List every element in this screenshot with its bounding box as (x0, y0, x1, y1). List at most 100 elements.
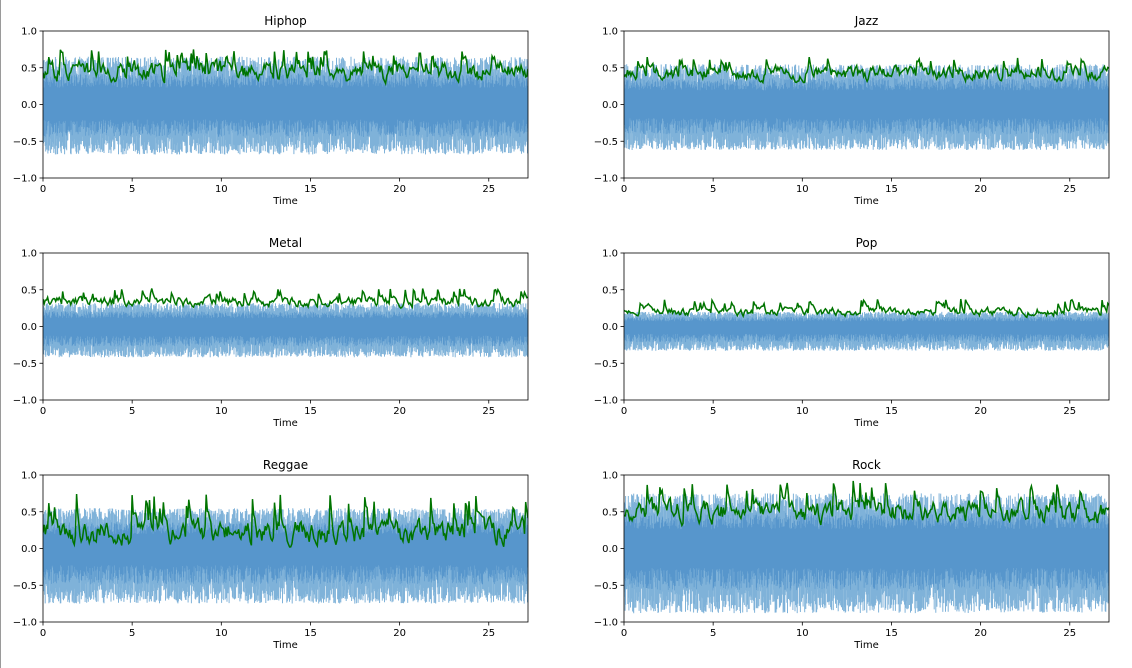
x-tick-label: 10 (796, 628, 809, 639)
y-tick-label: 1.0 (602, 471, 618, 482)
x-tick-label: 5 (710, 406, 716, 417)
envelope-series (43, 493, 528, 549)
x-tick-label: 25 (1063, 184, 1076, 195)
x-tick-label: 20 (974, 628, 987, 639)
figure-left-edge (0, 0, 1, 668)
y-tick-label: 0.5 (21, 507, 37, 518)
x-tick-label: 20 (393, 406, 406, 417)
waveform-core (43, 522, 528, 585)
subplot-jazz: Jazz 0 5 10 15 20 25 −1.0 −0.5 0.0 0.5 1.0 Time (594, 14, 1110, 207)
x-tick-label: 20 (974, 406, 987, 417)
x-axis-label: Time (853, 196, 878, 207)
waveform-core (43, 311, 528, 347)
waveform-core (624, 512, 1109, 591)
x-axis-label: Time (272, 418, 297, 429)
x-tick-label: 10 (796, 406, 809, 417)
x-tick-label: 15 (304, 628, 317, 639)
y-tick-label: 1.0 (602, 249, 618, 260)
x-tick-label: 15 (885, 184, 898, 195)
x-tick-label: 5 (129, 628, 135, 639)
x-tick-label: 25 (482, 184, 495, 195)
subplot-pop: Pop 0 5 10 15 20 25 −1.0 −0.5 0.0 0.5 1.0 Time (594, 236, 1110, 429)
x-tick-label: 0 (40, 406, 46, 417)
y-tick-label: −1.0 (13, 618, 37, 629)
x-tick-label: 25 (482, 406, 495, 417)
envelope-series (624, 56, 1109, 85)
x-tick-label: 15 (885, 628, 898, 639)
x-tick-label: 25 (1063, 406, 1076, 417)
y-tick-label: −0.5 (594, 581, 618, 592)
y-tick-label: 1.0 (21, 249, 37, 260)
subplot-title: Rock (852, 458, 881, 472)
x-tick-label: 25 (1063, 628, 1076, 639)
x-tick-label: 20 (974, 184, 987, 195)
x-tick-label: 5 (710, 628, 716, 639)
plot-area (624, 56, 1109, 151)
envelope-series (43, 287, 528, 310)
x-tick-label: 15 (304, 406, 317, 417)
x-tick-label: 25 (482, 628, 495, 639)
plot-area (43, 49, 528, 155)
x-tick-label: 20 (393, 628, 406, 639)
subplot-rock: Rock 0 5 10 15 20 25 −1.0 −0.5 0.0 0.5 1.0 Time (594, 458, 1110, 651)
y-tick-label: 0.5 (21, 63, 37, 74)
x-axis-label: Time (272, 640, 297, 651)
x-tick-label: 5 (129, 406, 135, 417)
x-tick-label: 10 (796, 184, 809, 195)
envelope-series (43, 49, 528, 87)
y-tick-label: −0.5 (13, 581, 37, 592)
y-tick-label: 0.0 (21, 322, 37, 333)
x-axis-label: Time (853, 640, 878, 651)
plot-area (624, 480, 1109, 614)
y-tick-label: −1.0 (594, 174, 618, 185)
y-tick-label: −1.0 (594, 618, 618, 629)
y-tick-label: 0.5 (602, 285, 618, 296)
y-tick-label: 0.0 (21, 544, 37, 555)
x-tick-label: 10 (215, 628, 228, 639)
y-tick-label: 1.0 (602, 27, 618, 38)
x-tick-label: 0 (621, 184, 627, 195)
x-tick-label: 10 (215, 184, 228, 195)
y-tick-label: 0.0 (602, 100, 618, 111)
plot-area (43, 287, 528, 358)
x-tick-label: 0 (40, 628, 46, 639)
x-tick-label: 15 (885, 406, 898, 417)
y-tick-label: −1.0 (13, 396, 37, 407)
x-tick-label: 0 (40, 184, 46, 195)
x-tick-label: 20 (393, 184, 406, 195)
x-tick-label: 0 (621, 628, 627, 639)
waveform-core (43, 73, 528, 137)
y-tick-label: −0.5 (13, 359, 37, 370)
x-tick-label: 0 (621, 406, 627, 417)
x-axis-label: Time (853, 418, 878, 429)
y-tick-label: −0.5 (594, 137, 618, 148)
subplot-title: Jazz (854, 14, 879, 28)
x-tick-label: 5 (710, 184, 716, 195)
waveform-core (624, 317, 1109, 343)
y-tick-label: 0.0 (602, 544, 618, 555)
subplot-title: Metal (269, 236, 302, 250)
y-tick-label: −1.0 (594, 396, 618, 407)
subplot-metal: Metal 0 5 10 15 20 25 −1.0 −0.5 0.0 0.5 1.0 Time (13, 236, 529, 429)
y-tick-label: −0.5 (594, 359, 618, 370)
y-tick-label: −1.0 (13, 174, 37, 185)
subplot-hiphop: Hiphop 0 5 10 15 20 25 −1.0 −0.5 0.0 0.5 1.0 Time (13, 14, 529, 207)
y-tick-label: 0.0 (602, 322, 618, 333)
y-tick-label: 0.5 (21, 285, 37, 296)
y-tick-label: 1.0 (21, 471, 37, 482)
waveform-core (624, 78, 1109, 135)
x-axis-label: Time (272, 196, 297, 207)
x-tick-label: 10 (215, 406, 228, 417)
y-tick-label: 0.5 (602, 63, 618, 74)
plot-area (43, 493, 528, 604)
y-tick-label: 1.0 (21, 27, 37, 38)
envelope-series (624, 297, 1109, 319)
x-tick-label: 15 (304, 184, 317, 195)
y-tick-label: −0.5 (13, 137, 37, 148)
x-tick-label: 5 (129, 184, 135, 195)
envelope-series (624, 480, 1109, 528)
subplot-title: Pop (856, 236, 878, 250)
subplot-title: Hiphop (264, 14, 307, 28)
y-tick-label: 0.5 (602, 507, 618, 518)
